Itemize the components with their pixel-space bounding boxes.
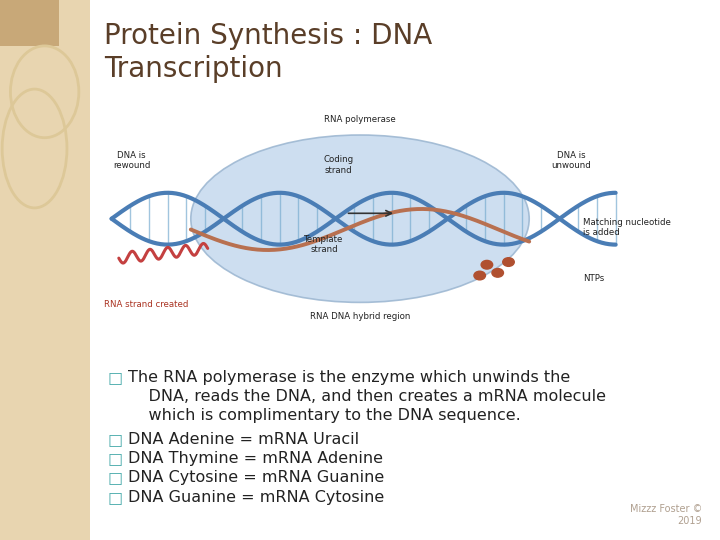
Text: □: □ — [108, 470, 123, 485]
Text: □: □ — [108, 490, 123, 505]
Text: □: □ — [108, 432, 123, 447]
Text: DNA Thymine = mRNA Adenine: DNA Thymine = mRNA Adenine — [128, 451, 383, 466]
Text: □: □ — [108, 451, 123, 466]
Text: RNA strand created: RNA strand created — [104, 300, 189, 308]
Text: DNA Guanine = mRNA Cytosine: DNA Guanine = mRNA Cytosine — [128, 490, 384, 505]
Text: NTPs: NTPs — [583, 274, 605, 284]
Circle shape — [503, 258, 514, 266]
Text: Matching nucleotide
is added: Matching nucleotide is added — [583, 218, 671, 238]
Text: Template
strand: Template strand — [305, 235, 343, 254]
Text: □: □ — [108, 370, 123, 385]
Circle shape — [492, 268, 503, 277]
Text: Coding
strand: Coding strand — [323, 156, 354, 174]
FancyBboxPatch shape — [0, 0, 90, 540]
Text: RNA DNA hybrid region: RNA DNA hybrid region — [310, 312, 410, 321]
Text: DNA is
unwound: DNA is unwound — [552, 151, 591, 171]
Circle shape — [481, 260, 492, 269]
Text: DNA Cytosine = mRNA Guanine: DNA Cytosine = mRNA Guanine — [128, 470, 384, 485]
Text: Protein Synthesis : DNA
Transcription: Protein Synthesis : DNA Transcription — [104, 22, 433, 83]
Text: Mizzz Foster ©
2019: Mizzz Foster © 2019 — [629, 504, 702, 526]
Ellipse shape — [191, 135, 529, 302]
FancyBboxPatch shape — [0, 0, 58, 46]
Circle shape — [474, 271, 485, 280]
Text: RNA polymerase: RNA polymerase — [324, 114, 396, 124]
Text: DNA is
rewound: DNA is rewound — [113, 151, 150, 171]
Text: The RNA polymerase is the enzyme which unwinds the
    DNA, reads the DNA, and t: The RNA polymerase is the enzyme which u… — [128, 370, 606, 423]
Text: DNA Adenine = mRNA Uracil: DNA Adenine = mRNA Uracil — [128, 432, 359, 447]
